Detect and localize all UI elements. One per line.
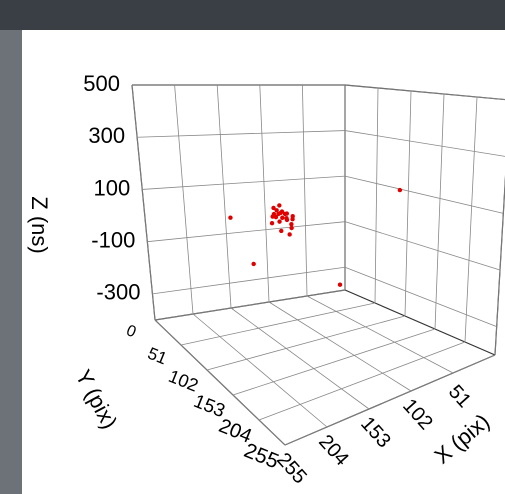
photo-top: [0, 0, 505, 30]
point: [280, 216, 284, 220]
point: [290, 217, 294, 221]
point: [251, 262, 255, 266]
point: [289, 226, 293, 230]
point: [280, 209, 284, 213]
point: [338, 283, 342, 287]
z-tick-label: 500: [83, 71, 120, 96]
point: [274, 208, 278, 212]
point: [272, 212, 276, 216]
z-tick-label: 100: [94, 175, 131, 200]
photo-left: [0, 30, 22, 494]
z-axis-label: Z (ns): [27, 196, 52, 253]
point: [277, 219, 281, 223]
screenshot: Z (ns) Y (pix) X (pix) 500300100-100-300…: [0, 0, 505, 494]
point: [287, 232, 291, 236]
z-tick-label: 300: [88, 123, 125, 148]
point: [289, 222, 293, 226]
point: [284, 216, 288, 220]
point: [279, 229, 283, 233]
point: [270, 221, 274, 225]
z-tick-label: -100: [91, 227, 135, 252]
point: [398, 188, 402, 192]
chart: Z (ns) Y (pix) X (pix) 500300100-100-300…: [0, 0, 505, 494]
z-tick-label: -300: [96, 280, 140, 305]
point: [285, 211, 289, 215]
point: [277, 203, 281, 207]
point: [228, 216, 232, 220]
